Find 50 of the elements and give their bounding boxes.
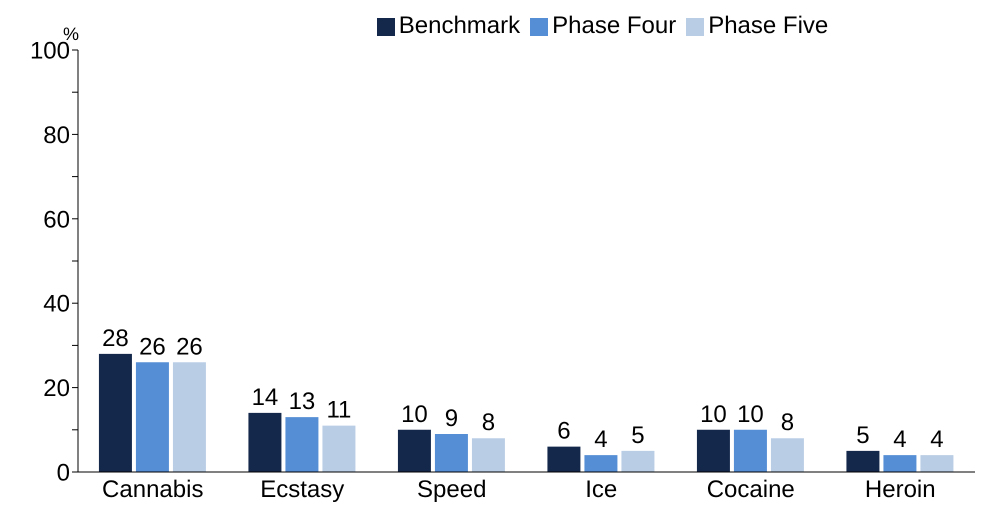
bar [285, 417, 318, 472]
x-tick-label: Heroin [864, 476, 936, 504]
x-tick-label: Ice [585, 476, 618, 504]
data-label: 5 [631, 422, 645, 449]
x-tick-label: Cannabis [102, 476, 204, 504]
data-label: 5 [856, 422, 870, 449]
bar [621, 450, 654, 472]
data-label: 11 [326, 396, 352, 424]
y-tick-label: 80 [43, 122, 70, 149]
data-label: 10 [401, 400, 428, 428]
bar [883, 455, 916, 472]
bar [98, 354, 132, 472]
data-label: 13 [288, 388, 316, 416]
y-tick-label: 0 [56, 460, 70, 487]
bar [172, 362, 206, 472]
bar [547, 446, 580, 472]
y-tick-label: 40 [43, 290, 70, 318]
bar [248, 412, 282, 472]
bar [136, 362, 169, 472]
data-label: 14 [252, 384, 278, 411]
bar [434, 434, 468, 472]
data-label: 9 [444, 405, 458, 432]
legend-label: Phase Four [552, 12, 676, 39]
data-label: 4 [930, 426, 944, 454]
bar [472, 438, 505, 472]
data-label: 26 [176, 333, 203, 360]
legend-label: Benchmark [398, 12, 520, 39]
bar [846, 450, 880, 472]
data-label: 28 [102, 324, 129, 352]
bar [584, 455, 618, 472]
data-label: 8 [780, 409, 794, 436]
x-tick-label: Ecstasy [260, 476, 344, 504]
data-label: 4 [893, 426, 907, 454]
y-tick-label: 60 [43, 206, 70, 234]
bar [322, 426, 356, 472]
data-label: 8 [482, 409, 496, 436]
data-label: 4 [594, 426, 608, 454]
bar [734, 430, 767, 472]
legend-label: Phase Five [708, 12, 828, 39]
data-label: 10 [700, 400, 727, 428]
bar [696, 430, 730, 472]
x-tick-label: Cocaine [706, 476, 795, 504]
bar [770, 438, 804, 472]
x-tick-label: Speed [417, 476, 486, 504]
bar [398, 430, 431, 472]
y-tick-label: 20 [43, 375, 70, 402]
data-label: 10 [737, 400, 764, 428]
data-label: 6 [557, 418, 571, 445]
data-label: 26 [139, 333, 166, 360]
bar [920, 455, 954, 472]
